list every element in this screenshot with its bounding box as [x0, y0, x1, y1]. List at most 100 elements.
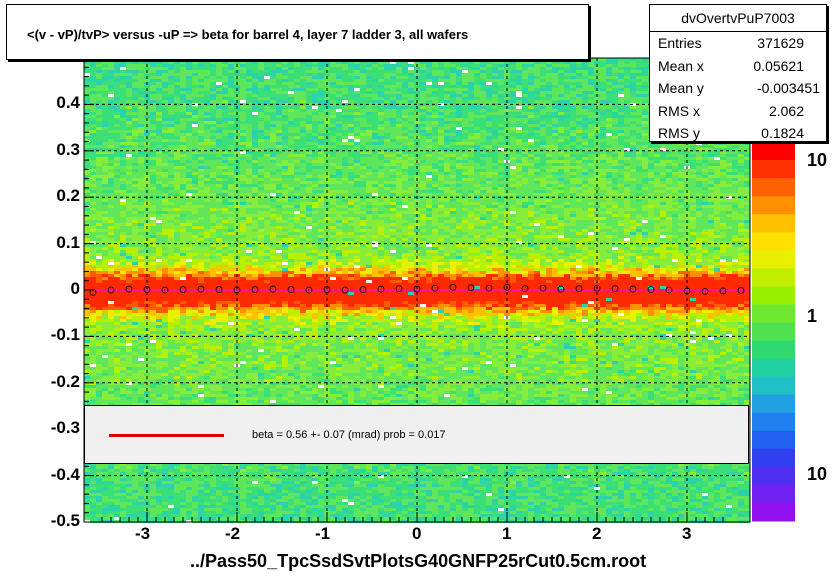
- heatmap-cell: [276, 175, 282, 178]
- heatmap-cell: [252, 181, 258, 184]
- heatmap-cell: [306, 136, 312, 139]
- heatmap-cell: [504, 187, 510, 190]
- heatmap-cell: [720, 157, 726, 160]
- heatmap-cell: [162, 142, 168, 145]
- heatmap-cell: [186, 61, 192, 64]
- heatmap-cell: [732, 145, 738, 148]
- heatmap-cell: [390, 130, 396, 133]
- heatmap-cell: [120, 91, 126, 94]
- heatmap-cell: [558, 142, 564, 145]
- heatmap-cell: [492, 85, 498, 88]
- heatmap-cell: [234, 67, 240, 70]
- heatmap-cell: [156, 70, 162, 73]
- heatmap-cell: [282, 133, 288, 136]
- heatmap-cell: [582, 88, 588, 91]
- heatmap-cell: [456, 181, 462, 184]
- heatmap-cell: [168, 82, 174, 85]
- heatmap-cell: [228, 61, 234, 64]
- heatmap-cell: [228, 76, 234, 79]
- heatmap-cell: [390, 178, 396, 181]
- heatmap-cell: [228, 136, 234, 139]
- heatmap-cell: [492, 184, 498, 187]
- heatmap-cell: [636, 157, 642, 160]
- heatmap-cell: [558, 73, 564, 76]
- heatmap-cell: [378, 172, 384, 175]
- heatmap-cell: [114, 145, 120, 148]
- heatmap-cell: [102, 148, 108, 151]
- heatmap-cell: [366, 187, 372, 190]
- heatmap-cell: [408, 172, 414, 175]
- heatmap-cell: [186, 79, 192, 82]
- heatmap-cell: [336, 82, 342, 85]
- heatmap-cell: [366, 136, 372, 139]
- heatmap-cell: [402, 145, 408, 148]
- heatmap-cell: [504, 73, 510, 76]
- heatmap-cell: [642, 82, 648, 85]
- heatmap-cell: [474, 178, 480, 181]
- heatmap-cell: [132, 124, 138, 127]
- heatmap-cell: [738, 163, 744, 166]
- heatmap-cell: [138, 187, 144, 190]
- heatmap-cell: [198, 163, 204, 166]
- heatmap-cell: [312, 124, 318, 127]
- heatmap-cell: [618, 79, 624, 82]
- heatmap-cell: [420, 175, 426, 178]
- heatmap-cell: [204, 160, 210, 163]
- heatmap-cell: [150, 61, 156, 64]
- heatmap-cell: [366, 76, 372, 79]
- heatmap-cell: [450, 106, 456, 109]
- heatmap-cell: [228, 157, 234, 160]
- heatmap-cell: [252, 172, 258, 175]
- heatmap-cell: [108, 154, 114, 157]
- heatmap-cell: [666, 175, 672, 178]
- heatmap-cell: [540, 133, 546, 136]
- heatmap-cell: [348, 151, 354, 154]
- heatmap-cell: [570, 61, 576, 64]
- heatmap-cell: [192, 64, 198, 67]
- heatmap-cell: [522, 190, 528, 193]
- heatmap-cell: [540, 76, 546, 79]
- heatmap-cell: [600, 85, 606, 88]
- heatmap-cell: [534, 187, 540, 190]
- heatmap-cell: [588, 166, 594, 169]
- heatmap-cell: [174, 172, 180, 175]
- heatmap-cell: [546, 97, 552, 100]
- heatmap-cell: [462, 64, 468, 67]
- heatmap-cell: [240, 109, 246, 112]
- heatmap-cell: [396, 94, 402, 97]
- heatmap-cell: [558, 187, 564, 190]
- heatmap-cell: [150, 169, 156, 172]
- heatmap-cell: [534, 169, 540, 172]
- heatmap-cell: [114, 169, 120, 172]
- heatmap-cell: [108, 91, 114, 94]
- heatmap-cell: [516, 187, 522, 190]
- heatmap-cell: [180, 133, 186, 136]
- heatmap-cell: [690, 151, 696, 154]
- heatmap-cell: [474, 139, 480, 142]
- heatmap-cell: [564, 163, 570, 166]
- heatmap-cell: [108, 181, 114, 184]
- heatmap-cell: [372, 118, 378, 121]
- heatmap-cell: [426, 187, 432, 190]
- heatmap-cell: [120, 136, 126, 139]
- heatmap-cell: [138, 178, 144, 181]
- heatmap-cell: [582, 109, 588, 112]
- heatmap-cell: [156, 178, 162, 181]
- heatmap-cell: [582, 148, 588, 151]
- heatmap-cell: [300, 130, 306, 133]
- heatmap-cell: [666, 142, 672, 145]
- heatmap-cell: [114, 160, 120, 163]
- heatmap-cell: [360, 154, 366, 157]
- heatmap-cell: [174, 67, 180, 70]
- heatmap-cell: [498, 91, 504, 94]
- heatmap-cell: [96, 160, 102, 163]
- heatmap-cell: [534, 100, 540, 103]
- heatmap-cell: [432, 76, 438, 79]
- heatmap-cell: [642, 100, 648, 103]
- heatmap-cell: [510, 115, 516, 118]
- heatmap-cell: [666, 157, 672, 160]
- heatmap-cell: [624, 130, 630, 133]
- heatmap-cell: [240, 124, 246, 127]
- heatmap-cell: [360, 118, 366, 121]
- heatmap-cell: [366, 79, 372, 82]
